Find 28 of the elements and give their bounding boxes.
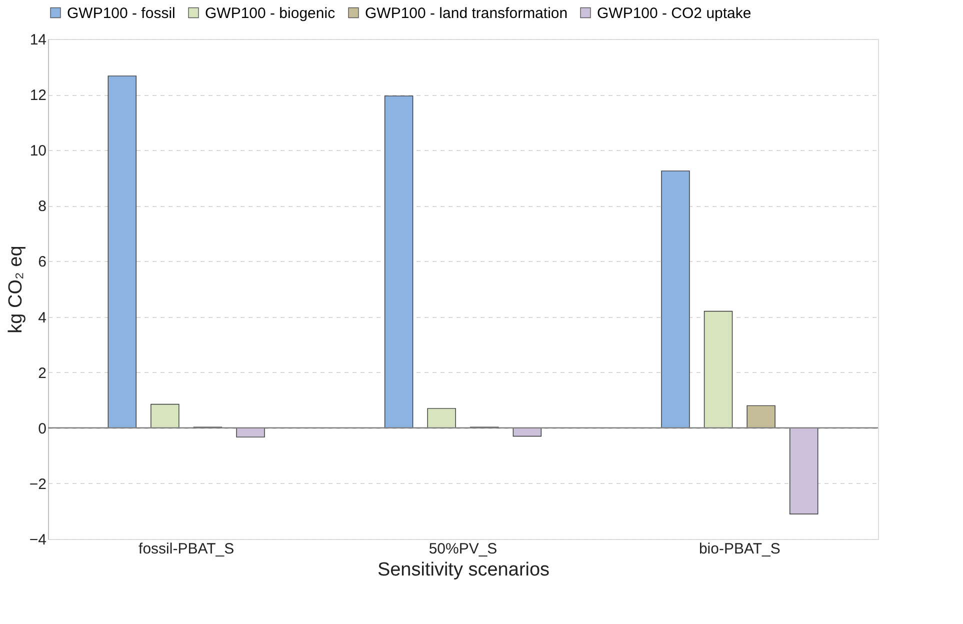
legend-label: GWP100 - fossil	[67, 4, 176, 22]
bar	[704, 310, 733, 428]
bar	[236, 428, 265, 438]
x-tick-label: 50%PV_S	[428, 540, 498, 558]
bar	[427, 408, 456, 428]
y-tick-label: −4	[29, 532, 46, 548]
legend-label: GWP100 - biogenic	[205, 4, 336, 22]
x-axis-title: Sensitivity scenarios	[377, 560, 550, 580]
y-tick-label: 0	[38, 420, 46, 438]
bar	[790, 428, 818, 514]
x-tick-label: fossil-PBAT_S	[138, 540, 234, 558]
y-tick-label: 10	[30, 142, 46, 160]
legend-label: GWP100 - CO2 uptake	[597, 4, 752, 22]
y-tick-label: 6	[38, 254, 46, 271]
bar	[661, 170, 690, 428]
y-tick-label: −2	[29, 476, 46, 493]
bar	[150, 404, 180, 428]
x-tick-label: bio-PBAT_S	[698, 540, 780, 558]
y-tick-label: 12	[30, 87, 46, 104]
y-tick-label: 8	[38, 198, 46, 216]
y-tick-label: 14	[30, 32, 46, 48]
y-tick-label: 4	[38, 309, 46, 326]
legend-label: GWP100 - land transformation	[365, 4, 568, 22]
y-axis-title: kg CO₂ eq	[5, 246, 26, 334]
bar	[384, 96, 414, 428]
y-tick-label: 2	[38, 364, 46, 382]
bar	[746, 405, 776, 428]
bar	[108, 76, 136, 428]
